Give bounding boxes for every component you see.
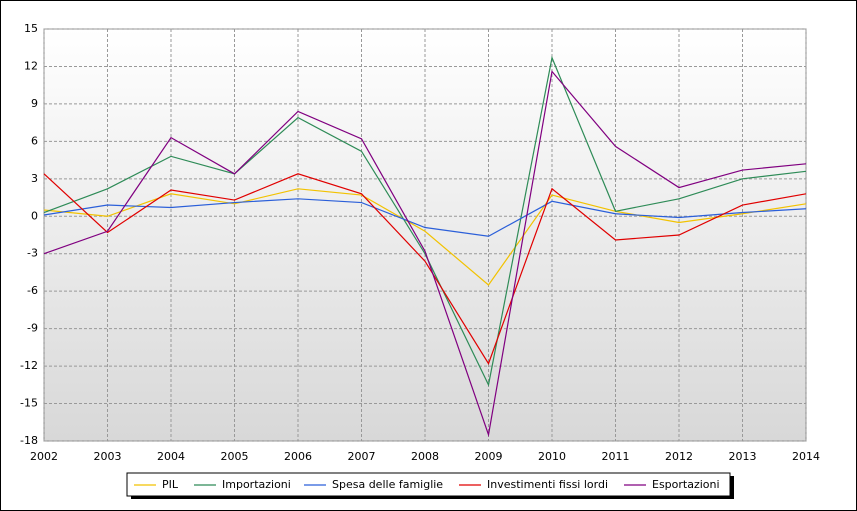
y-tick-label: -6	[27, 284, 38, 297]
x-tick-label: 2012	[665, 450, 693, 463]
x-tick-label: 2005	[221, 450, 249, 463]
y-tick-label: 3	[31, 172, 38, 185]
legend-label: Spesa delle famiglie	[332, 478, 443, 491]
legend	[126, 472, 731, 497]
x-tick-label: 2003	[94, 450, 122, 463]
x-tick-label: 2009	[475, 450, 503, 463]
series-line	[43, 173, 807, 365]
x-tick-label: 2014	[792, 450, 820, 463]
y-tick-label: 6	[31, 134, 38, 147]
legend-label: PIL	[162, 478, 179, 491]
y-tick-label: 0	[31, 209, 38, 222]
series-line	[43, 70, 807, 438]
y-tick-label: 12	[24, 59, 38, 72]
x-tick-label: 2010	[538, 450, 566, 463]
series-line	[43, 55, 807, 387]
x-tick-label: 2011	[602, 450, 630, 463]
x-tick-label: 2002	[30, 450, 58, 463]
y-tick-label: -15	[20, 397, 38, 410]
legend-label: Esportazioni	[652, 478, 720, 491]
series-line	[43, 188, 807, 286]
y-tick-label: -3	[27, 247, 38, 260]
x-tick-label: 2008	[411, 450, 439, 463]
x-tick-label: 2004	[157, 450, 185, 463]
y-tick-label: 9	[31, 97, 38, 110]
legend-label: Importazioni	[222, 478, 291, 491]
x-tick-label: 2006	[284, 450, 312, 463]
x-tick-label: 2013	[729, 450, 757, 463]
y-tick-label: -18	[20, 434, 38, 447]
series-line	[43, 198, 807, 237]
legend-label: Investimenti fissi lordi	[487, 478, 608, 491]
y-tick-label: -12	[20, 359, 38, 372]
x-tick-label: 2007	[348, 450, 376, 463]
y-tick-label: 15	[24, 22, 38, 35]
y-tick-label: -9	[27, 322, 38, 335]
